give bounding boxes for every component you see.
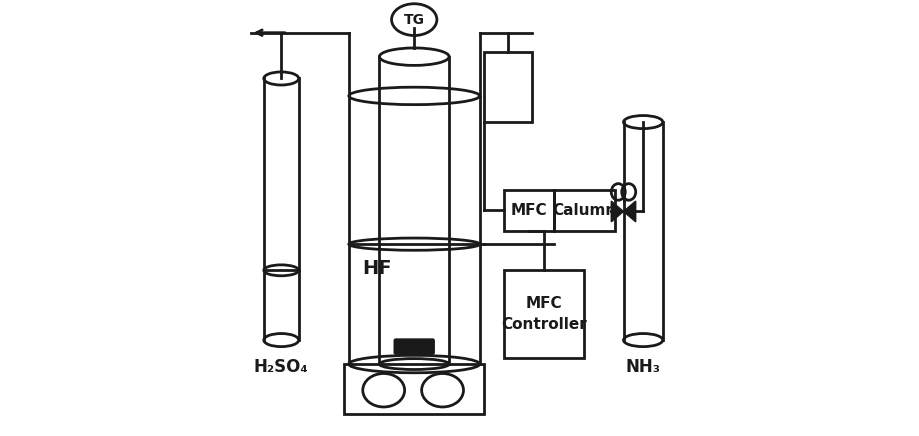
Bar [553,190,614,231]
Bar [503,270,584,358]
Text: TG: TG [403,13,425,27]
Polygon shape [623,201,635,222]
Bar [483,52,531,122]
Bar [503,190,553,231]
Text: Calumn: Calumn [551,203,616,218]
FancyBboxPatch shape [393,338,435,355]
Bar [344,364,483,414]
Text: HF: HF [361,259,391,278]
Text: NH₃: NH₃ [625,358,660,375]
Text: MFC
Controller: MFC Controller [501,296,586,332]
Text: H₂SO₄: H₂SO₄ [254,358,308,375]
Polygon shape [610,201,623,222]
Text: MFC: MFC [510,203,547,218]
